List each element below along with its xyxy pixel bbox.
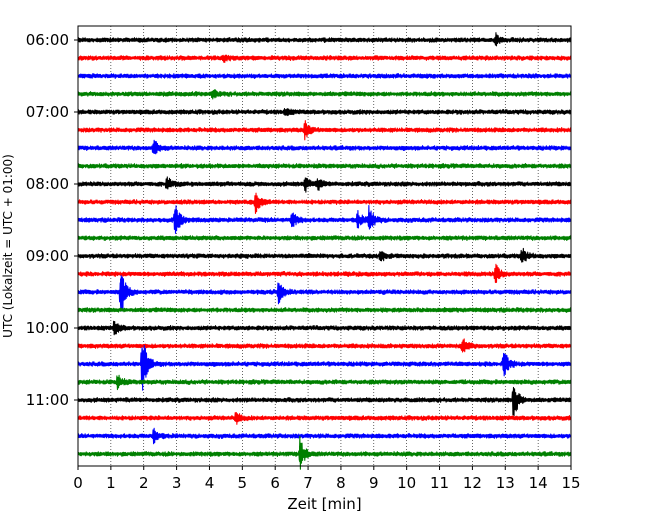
x-tick-label-12: 12	[463, 474, 482, 492]
trace-06:00	[77, 32, 572, 47]
y-tick-label-10:00: 10:00	[26, 319, 69, 337]
x-tick-label-11: 11	[430, 474, 449, 492]
trace-06:45	[77, 89, 572, 100]
trace-10:30	[77, 345, 572, 391]
trace-07:30	[77, 139, 572, 155]
trace-line-06:30	[77, 73, 572, 79]
trace-line-09:15	[77, 263, 572, 284]
trace-07:15	[77, 120, 572, 141]
trace-07:00	[77, 107, 572, 117]
trace-line-07:30	[77, 139, 572, 155]
y-tick-label-07:00: 07:00	[26, 103, 69, 121]
x-tick-label-15: 15	[561, 474, 580, 492]
y-tick-label-09:00: 09:00	[26, 247, 69, 265]
trace-08:30	[77, 204, 572, 234]
trace-07:45	[77, 163, 572, 169]
trace-line-10:45	[77, 374, 572, 391]
trace-06:30	[77, 73, 572, 79]
y-axis-ticks: 06:00 07:00 08:00 09:00 10:00 11:00	[26, 31, 78, 409]
trace-line-11:30	[77, 427, 572, 445]
y-tick-label-06:00: 06:00	[26, 31, 69, 49]
trace-10:15	[77, 338, 572, 353]
x-tick-label-5: 5	[238, 474, 248, 492]
y-tick-label-11:00: 11:00	[26, 391, 69, 409]
trace-line-10:15	[77, 338, 572, 353]
x-axis-label: Zeit [min]	[287, 495, 361, 513]
trace-line-11:00	[77, 386, 572, 417]
trace-line-08:45	[77, 235, 572, 242]
trace-line-10:00	[77, 320, 572, 336]
trace-line-09:45	[77, 306, 572, 313]
trace-10:45	[77, 374, 572, 391]
seismic-traces	[77, 32, 572, 470]
trace-line-08:30	[77, 204, 572, 234]
x-tick-label-7: 7	[303, 474, 313, 492]
trace-line-06:45	[77, 89, 572, 100]
trace-08:15	[77, 192, 572, 214]
grid-lines	[110, 26, 539, 466]
trace-line-07:00	[77, 107, 572, 117]
x-tick-label-2: 2	[139, 474, 149, 492]
trace-line-06:00	[77, 32, 572, 47]
trace-line-07:15	[77, 120, 572, 141]
x-axis-ticks: 0 1 2 3 4 5 6 7 8 9 10 11 12 13 14 15	[73, 466, 581, 492]
trace-11:15	[77, 412, 572, 425]
trace-line-11:45	[77, 435, 572, 470]
trace-line-11:15	[77, 412, 572, 425]
trace-09:45	[77, 306, 572, 313]
trace-11:00	[77, 386, 572, 417]
y-axis-label: UTC (Lokalzeit = UTC + 01:00)	[1, 154, 15, 338]
trace-08:00	[77, 176, 572, 193]
trace-08:45	[77, 235, 572, 242]
x-tick-label-4: 4	[205, 474, 215, 492]
x-tick-label-6: 6	[270, 474, 280, 492]
trace-06:15	[77, 54, 572, 64]
y-tick-label-08:00: 08:00	[26, 175, 69, 193]
trace-11:30	[77, 427, 572, 445]
trace-09:15	[77, 263, 572, 284]
trace-line-09:30	[77, 275, 572, 312]
x-tick-label-3: 3	[172, 474, 182, 492]
plot-frame	[77, 25, 572, 467]
trace-line-07:45	[77, 163, 572, 169]
trace-line-08:00	[77, 176, 572, 193]
trace-line-09:00	[77, 247, 572, 263]
trace-10:00	[77, 320, 572, 336]
trace-line-10:30	[77, 345, 572, 391]
trace-line-06:15	[77, 54, 572, 64]
x-tick-label-8: 8	[336, 474, 346, 492]
trace-09:30	[77, 275, 572, 312]
x-tick-label-1: 1	[106, 474, 116, 492]
x-tick-label-14: 14	[529, 474, 548, 492]
trace-line-08:15	[77, 192, 572, 214]
x-tick-label-13: 13	[496, 474, 515, 492]
x-tick-label-10: 10	[397, 474, 416, 492]
trace-11:45	[77, 435, 572, 470]
x-tick-label-9: 9	[369, 474, 379, 492]
trace-09:00	[77, 247, 572, 263]
x-tick-label-0: 0	[73, 474, 83, 492]
